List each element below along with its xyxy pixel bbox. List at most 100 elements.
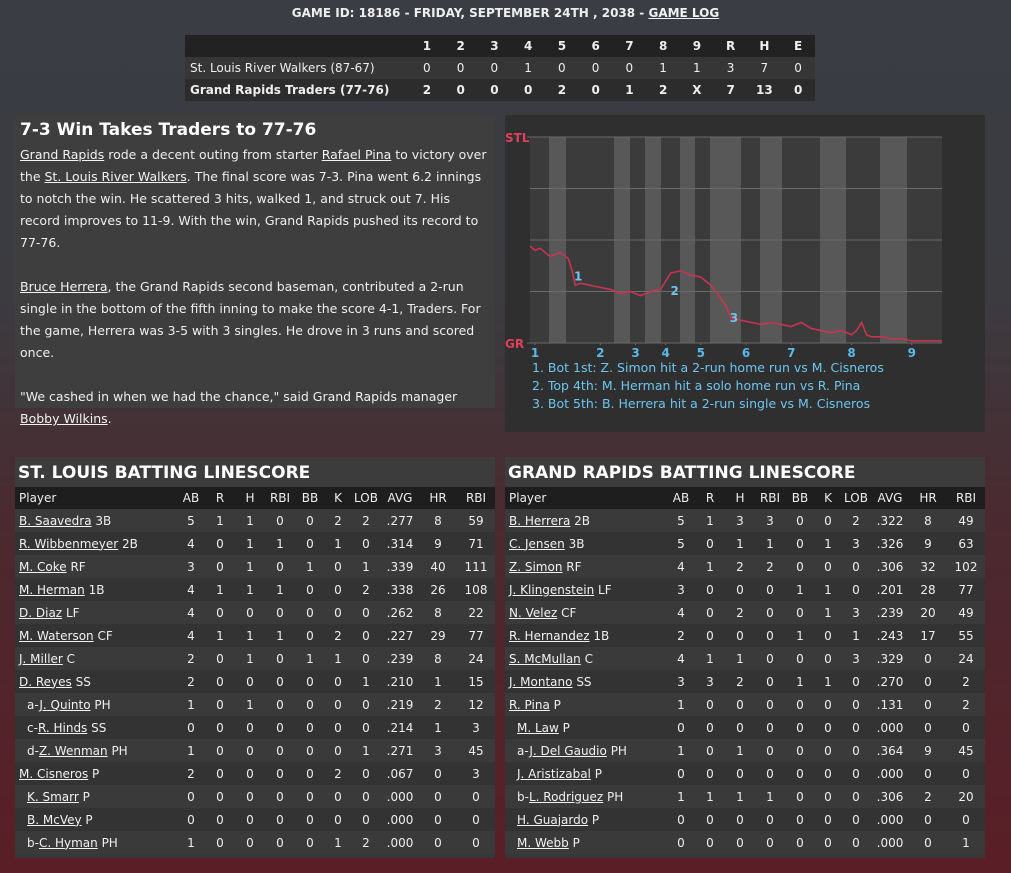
sub-prefix: a- bbox=[517, 743, 530, 758]
player-link[interactable]: B. McVey bbox=[27, 812, 82, 827]
player-link[interactable]: D. Reyes bbox=[19, 674, 72, 689]
stat-cell: 2 bbox=[725, 555, 755, 578]
player-link[interactable]: R. Wibbenmeyer bbox=[19, 536, 119, 551]
x-tick-label: 8 bbox=[847, 346, 855, 360]
stat-cell: 0 bbox=[265, 555, 295, 578]
stat-cell: 0 bbox=[909, 808, 947, 831]
player-link[interactable]: J. Del Gaudio bbox=[529, 743, 607, 758]
stat-cell: 4 bbox=[177, 601, 205, 624]
player-link[interactable]: J. Klingenstein bbox=[509, 582, 595, 597]
stat-cell: 55 bbox=[947, 624, 985, 647]
column-header: 6 bbox=[578, 35, 613, 57]
position: RF bbox=[70, 559, 86, 574]
player-link[interactable]: M. Coke bbox=[19, 559, 67, 574]
stat-cell: 1 bbox=[841, 624, 871, 647]
stat-cell: 3 bbox=[667, 578, 695, 601]
position: SS bbox=[576, 674, 592, 689]
score-cell: 0 bbox=[443, 79, 478, 101]
stat-cell: 0 bbox=[695, 624, 725, 647]
stat-cell: 0 bbox=[295, 785, 325, 808]
stat-cell: 0 bbox=[265, 670, 295, 693]
player-link[interactable]: J. Aristizabal bbox=[517, 766, 591, 781]
text: to victory over the bbox=[20, 147, 487, 184]
link[interactable]: Bobby Wilkins bbox=[20, 411, 108, 426]
player-link[interactable]: Z. Wenman bbox=[38, 743, 108, 758]
player-link[interactable]: J. Miller bbox=[19, 651, 63, 666]
player-cell: R. Pina P bbox=[505, 693, 667, 716]
stat-cell: 4 bbox=[667, 647, 695, 670]
stat-cell: 0 bbox=[695, 578, 725, 601]
column-header: RBI bbox=[457, 487, 495, 509]
player-row: R. Pina P 1 0 0 0 0 0 0.131 0 2 bbox=[505, 693, 985, 716]
stat-cell: 1 bbox=[419, 716, 457, 739]
stat-cell: 0 bbox=[265, 785, 295, 808]
player-link[interactable]: M. Waterson bbox=[19, 628, 94, 643]
player-link[interactable]: C. Jensen bbox=[509, 536, 565, 551]
player-cell: J. Montano SS bbox=[505, 670, 667, 693]
stat-cell: 0 bbox=[265, 808, 295, 831]
column-header: H bbox=[747, 35, 782, 57]
stat-cell: 0 bbox=[755, 831, 785, 854]
player-link[interactable]: J. Quinto bbox=[39, 697, 91, 712]
stat-cell: 0 bbox=[205, 808, 235, 831]
player-link[interactable]: S. McMullan bbox=[509, 651, 581, 666]
stat-cell: 0 bbox=[785, 831, 815, 854]
link[interactable]: Bruce Herrera bbox=[20, 279, 108, 294]
column-header: BB bbox=[785, 487, 815, 509]
stat-cell: 0 bbox=[841, 555, 871, 578]
stat-cell: 0 bbox=[841, 716, 871, 739]
stat-cell: 0 bbox=[815, 739, 841, 762]
stat-cell: 5 bbox=[177, 509, 205, 532]
stat-cell: 0 bbox=[295, 509, 325, 532]
link[interactable]: Rafael Pina bbox=[321, 147, 392, 162]
player-link[interactable]: M. Law bbox=[517, 720, 559, 735]
player-cell: B. Saavedra 3B bbox=[15, 509, 177, 532]
stat-cell: 0 bbox=[909, 831, 947, 854]
player-link[interactable]: Z. Simon bbox=[509, 559, 563, 574]
player-link[interactable]: L. Rodriguez bbox=[528, 789, 604, 804]
stat-cell: 1 bbox=[419, 670, 457, 693]
stat-cell: 0 bbox=[205, 785, 235, 808]
player-link[interactable]: N. Velez bbox=[509, 605, 558, 620]
player-link[interactable]: R. Hernandez bbox=[509, 628, 590, 643]
stat-cell: 2 bbox=[177, 670, 205, 693]
link[interactable]: Grand Rapids bbox=[20, 147, 105, 162]
player-link[interactable]: C. Hyman bbox=[38, 835, 98, 850]
player-link[interactable]: K. Smarr bbox=[27, 789, 79, 804]
stat-cell: 0 bbox=[325, 808, 351, 831]
player-link[interactable]: D. Diaz bbox=[19, 605, 63, 620]
player-link[interactable]: R. Hinds bbox=[37, 720, 88, 735]
sub-prefix: b- bbox=[517, 789, 529, 804]
stat-cell: 1 bbox=[265, 578, 295, 601]
position: P bbox=[562, 720, 570, 735]
player-link[interactable]: H. Guajardo bbox=[517, 812, 589, 827]
position: SS bbox=[75, 674, 91, 689]
text: "We cashed in when we had the chance," s… bbox=[20, 389, 458, 404]
player-link[interactable]: R. Pina bbox=[509, 697, 550, 712]
stat-cell: 71 bbox=[457, 532, 495, 555]
stat-cell: 1 bbox=[295, 647, 325, 670]
player-link[interactable]: M. Webb bbox=[517, 835, 569, 850]
stat-cell: .339 bbox=[381, 555, 419, 578]
link[interactable]: GAME LOG bbox=[648, 6, 720, 20]
stat-cell: .227 bbox=[381, 624, 419, 647]
sub-prefix: b- bbox=[27, 835, 39, 850]
player-link[interactable]: B. Saavedra bbox=[19, 513, 92, 528]
link[interactable]: St. Louis River Walkers bbox=[44, 169, 187, 184]
player-link[interactable]: J. Montano bbox=[509, 674, 573, 689]
stat-cell: 0 bbox=[235, 808, 265, 831]
stat-cell: 1 bbox=[295, 555, 325, 578]
stat-cell: 0 bbox=[755, 762, 785, 785]
stat-cell: 0 bbox=[295, 808, 325, 831]
player-link[interactable]: M. Cisneros bbox=[19, 766, 89, 781]
player-link[interactable]: B. Herrera bbox=[509, 513, 571, 528]
player-row: J. Montano SS 3 3 2 0 1 1 0.270 0 2 bbox=[505, 670, 985, 693]
player-cell: B. Herrera 2B bbox=[505, 509, 667, 532]
stat-cell: 0 bbox=[265, 647, 295, 670]
team-row: St. Louis River Walkers (87-67) 0 0 0 1 0 0 0 1 1… bbox=[185, 57, 815, 79]
player-link[interactable]: M. Herman bbox=[19, 582, 85, 597]
player-row: J. Miller C 2 0 1 0 1 1 0.239 8 24 bbox=[15, 647, 495, 670]
position: C bbox=[584, 651, 594, 666]
player-row: D. Diaz LF 4 0 0 0 0 0 0.262 8 22 bbox=[15, 601, 495, 624]
